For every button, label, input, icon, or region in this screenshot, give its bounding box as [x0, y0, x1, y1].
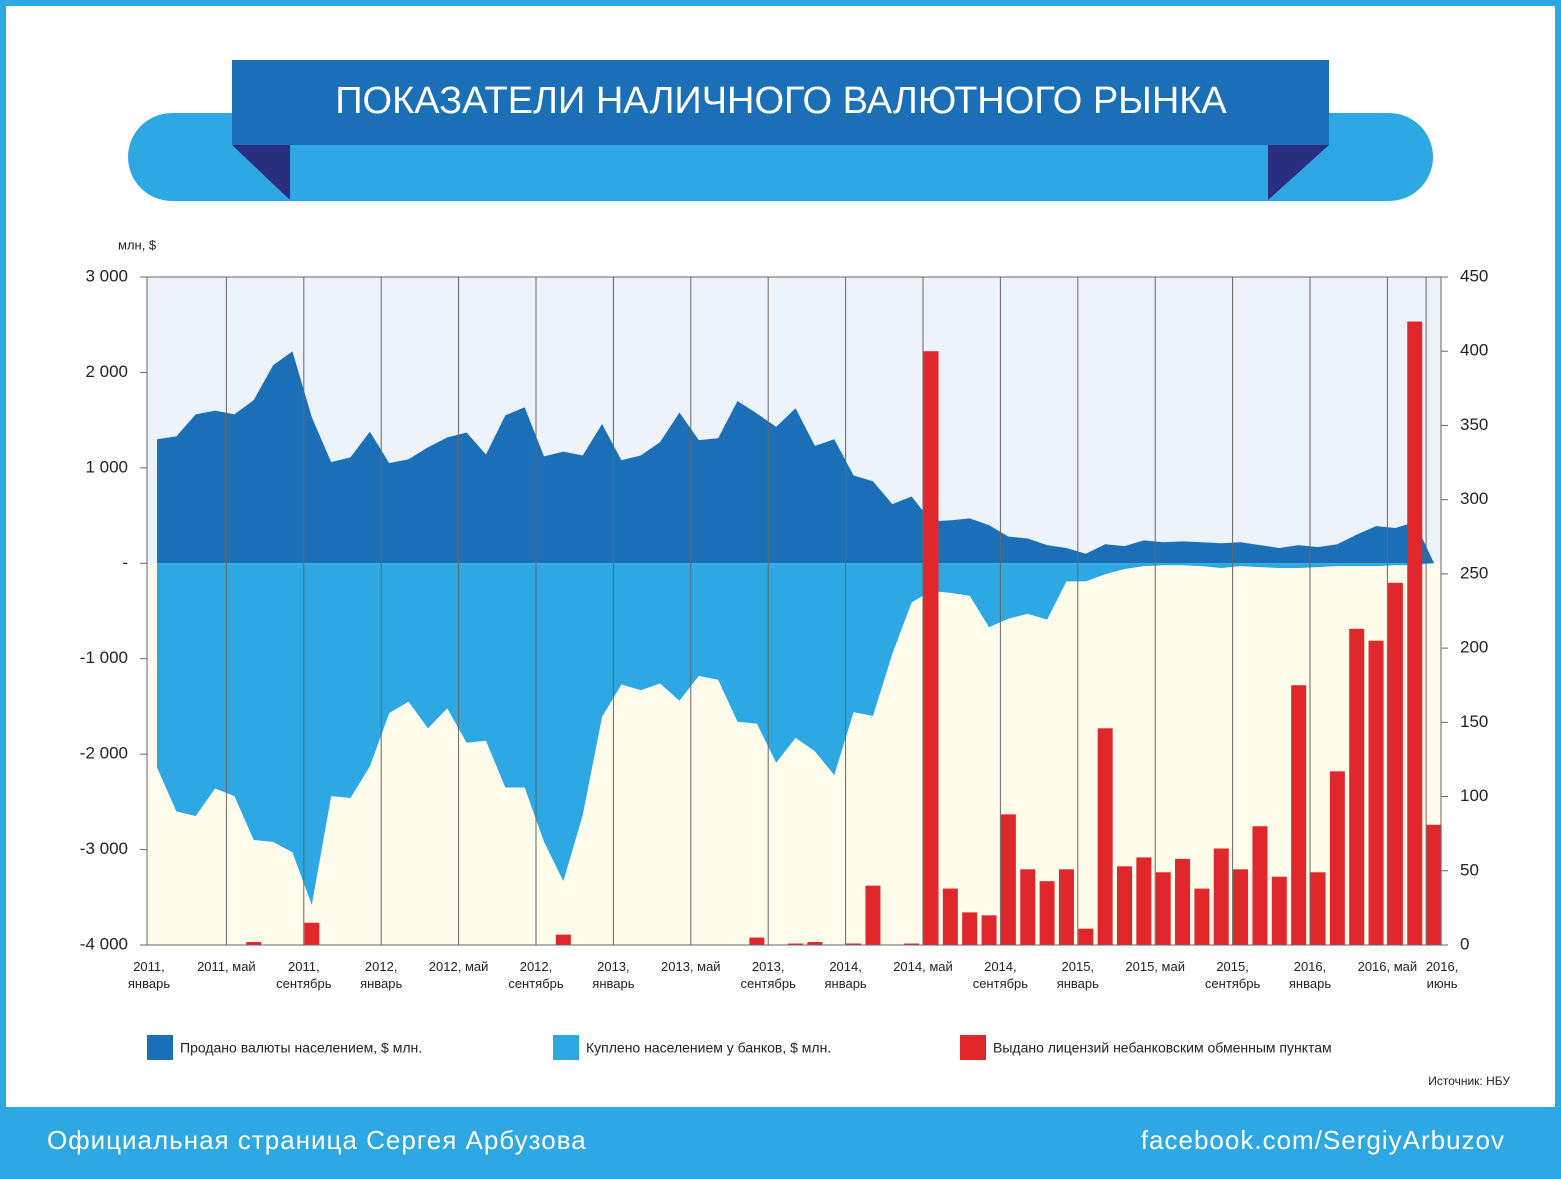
bar — [962, 912, 978, 945]
bar — [1020, 869, 1036, 945]
x-tick-label: 2013, январь — [592, 959, 635, 991]
plot-border — [146, 276, 1442, 946]
footer-left: Официальная страница Сергея Арбузова — [47, 1125, 587, 1155]
y2-tick-label: 250 — [1460, 563, 1488, 582]
x-tick-label: 2011, январь — [127, 959, 171, 991]
bar — [1213, 848, 1229, 945]
legend-label: Куплено населением у банков, $ млн. — [586, 1040, 831, 1056]
legend-label: Продано валюты населением, $ млн. — [180, 1040, 422, 1056]
bar — [1291, 685, 1307, 945]
x-tick-label: 2014, май — [893, 959, 953, 974]
x-tick-label: 2015, январь — [1056, 959, 1099, 991]
x-tick-label: 2015, сентябрь — [1204, 959, 1261, 991]
x-tick-label: 2011, сентябрь — [276, 959, 332, 991]
bar — [1039, 881, 1055, 945]
bar — [1329, 771, 1345, 945]
y2-tick-label: 300 — [1460, 489, 1488, 508]
area — [157, 563, 1435, 905]
bar — [1097, 728, 1113, 945]
y2-tick-label: 150 — [1460, 712, 1488, 731]
y-tick-label: -1 000 — [80, 648, 128, 667]
y2-tick-label: 0 — [1460, 934, 1469, 953]
y-tick-label: -3 000 — [80, 839, 128, 858]
bar — [1078, 928, 1094, 945]
x-tick-label: 2015, май — [1125, 959, 1185, 974]
footer-right: facebook.com/SergiyArbuzov — [1141, 1125, 1505, 1155]
y-tick-label: - — [122, 553, 128, 572]
bar — [304, 922, 320, 945]
x-tick-label: 2013, сентябрь — [740, 959, 796, 991]
y2-tick-label: 200 — [1460, 638, 1488, 657]
x-tick-label: 2014, сентябрь — [972, 959, 1029, 991]
bar — [1407, 321, 1423, 945]
bar — [1058, 869, 1074, 945]
y2-tick-label: 100 — [1460, 786, 1488, 805]
bar — [1387, 582, 1403, 945]
x-tick-label: 2014, январь — [824, 959, 867, 991]
y2-tick-label: 450 — [1460, 266, 1488, 285]
bar — [865, 885, 881, 945]
bar — [1117, 866, 1132, 945]
x-tick-label: 2016, январь — [1288, 959, 1332, 991]
y2-tick-label: 400 — [1460, 341, 1488, 360]
x-tick-label: 2012, май — [428, 959, 489, 974]
ribbon-fold — [1268, 145, 1329, 200]
y2-tick-label: 50 — [1460, 860, 1479, 879]
y-tick-label: -2 000 — [80, 744, 128, 763]
x-tick-label: 2011, май — [197, 959, 256, 974]
x-tick-label: 2016, май — [1357, 959, 1418, 974]
title-banner — [232, 60, 1329, 145]
bar — [788, 943, 804, 945]
x-tick-label: 2012, январь — [360, 959, 403, 991]
bar — [1233, 869, 1249, 945]
bar — [1349, 628, 1365, 945]
bar — [555, 934, 571, 945]
bar — [1155, 872, 1171, 945]
y-tick-label: 1 000 — [85, 457, 128, 476]
bar — [942, 888, 958, 945]
y-unit: млн, $ — [118, 237, 157, 252]
bar — [1310, 872, 1326, 945]
legend-swatch — [960, 1035, 986, 1060]
x-tick-label: 2013, май — [661, 959, 721, 974]
bar — [807, 942, 823, 945]
bar — [1136, 857, 1152, 945]
legend-label: Выдано лицензий небанковским обменным пу… — [993, 1040, 1332, 1056]
chart-title: ПОКАЗАТЕЛИ НАЛИЧНОГО ВАЛЮТНОГО РЫНКА — [335, 80, 1227, 122]
source: Источник: НБУ — [1428, 1074, 1510, 1088]
x-tick-label: 2012, сентябрь — [508, 959, 564, 991]
legend-swatch — [553, 1035, 579, 1060]
bar — [1252, 826, 1268, 945]
bar — [749, 937, 765, 945]
bar — [246, 942, 262, 945]
y2-tick-label: 350 — [1460, 415, 1488, 434]
bar — [923, 351, 939, 945]
bar — [1175, 858, 1191, 945]
y-tick-label: 3 000 — [85, 266, 128, 285]
bar — [846, 943, 862, 945]
bar — [904, 943, 920, 945]
bar — [981, 915, 997, 945]
bar — [1271, 876, 1287, 945]
bar — [1368, 640, 1384, 945]
legend-swatch — [147, 1035, 173, 1060]
y-tick-label: 2 000 — [85, 362, 128, 381]
footer-bar — [0, 1107, 1561, 1179]
y-tick-label: -4 000 — [80, 934, 128, 953]
area — [157, 351, 1435, 564]
bar — [1000, 814, 1016, 945]
x-tick-label: 2016, июнь — [1425, 959, 1459, 991]
bar — [1194, 888, 1210, 945]
ribbon-fold — [232, 145, 290, 200]
bar — [1426, 824, 1442, 945]
